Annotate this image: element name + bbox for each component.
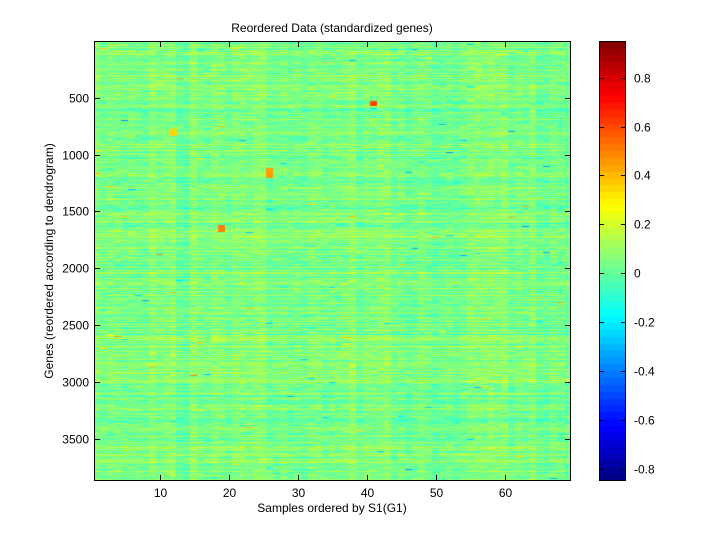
y-axis-label: Genes (reordered according to dendrogram… — [42, 143, 56, 378]
colorbar-tick-label: 0.8 — [634, 72, 651, 86]
x-tick-label: 40 — [361, 486, 375, 500]
x-tick-label: 60 — [499, 486, 513, 500]
colorbar-image — [599, 41, 626, 481]
y-tick-label: 1500 — [62, 205, 89, 219]
heatmap-image — [94, 41, 571, 481]
x-axis-ticks: 10 20 30 40 50 60 — [154, 42, 513, 500]
colorbar-frame — [599, 41, 626, 481]
x-tick-label: 10 — [154, 486, 168, 500]
y-tick-label: 2000 — [62, 262, 89, 276]
x-tick-label: 50 — [430, 486, 444, 500]
chart-title: Reordered Data (standardized genes) — [231, 21, 432, 35]
y-tick-label: 1000 — [62, 149, 89, 163]
colorbar-tick-label: 0.6 — [634, 121, 651, 135]
colorbar-tick-label: -0.6 — [634, 414, 655, 428]
y-tick-label: 2500 — [62, 319, 89, 333]
colorbar-tick-label: 0.4 — [634, 169, 651, 183]
y-axis-ticks: 500 1000 1500 2000 2500 3000 3500 — [62, 92, 570, 447]
plot-frame — [94, 41, 571, 481]
x-tick-label: 30 — [292, 486, 306, 500]
colorbar-tick-label: -0.4 — [634, 365, 655, 379]
colorbar-tick-label: -0.8 — [634, 463, 655, 477]
colorbar-tick-label: -0.2 — [634, 316, 655, 330]
colorbar-tick-label: 0 — [634, 267, 641, 281]
y-tick-label: 3000 — [62, 376, 89, 390]
y-tick-label: 3500 — [62, 433, 89, 447]
colorbar-ticks: 0.8 0.6 0.4 0.2 0 -0.2 -0.4 -0.6 -0.8 — [600, 72, 655, 477]
colorbar-tick-label: 0.2 — [634, 218, 651, 232]
x-tick-label: 20 — [223, 486, 237, 500]
y-tick-label: 500 — [69, 92, 89, 106]
x-axis-label: Samples ordered by S1(G1) — [257, 501, 406, 515]
